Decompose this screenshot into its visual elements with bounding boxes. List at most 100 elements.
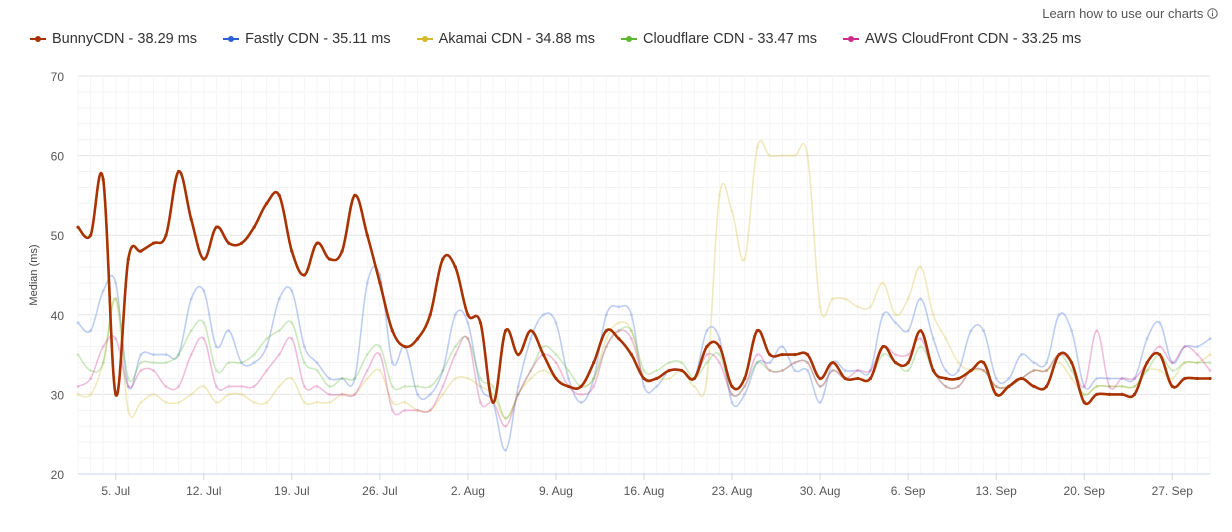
data-point bbox=[466, 337, 470, 341]
data-point bbox=[780, 353, 785, 357]
data-point bbox=[378, 281, 382, 285]
data-point bbox=[1183, 345, 1187, 348]
data-point bbox=[579, 393, 583, 396]
data-point bbox=[1133, 385, 1136, 388]
data-point bbox=[315, 361, 319, 364]
data-point bbox=[328, 401, 331, 404]
data-point bbox=[667, 368, 671, 373]
data-point bbox=[894, 321, 897, 325]
data-point bbox=[76, 321, 80, 325]
data-point bbox=[1183, 361, 1187, 364]
series-line[interactable] bbox=[77, 265, 1211, 451]
data-point bbox=[1208, 361, 1212, 364]
data-point bbox=[340, 393, 344, 396]
data-point bbox=[365, 281, 369, 285]
data-point bbox=[139, 401, 143, 404]
y-tick-label: 60 bbox=[51, 150, 65, 164]
data-point bbox=[755, 361, 759, 364]
legend-item-4[interactable]: AWS CloudFront CDN - 33.25 ms bbox=[843, 31, 1081, 47]
data-point bbox=[504, 416, 507, 420]
learn-charts-link[interactable]: Learn how to use our charts bbox=[1042, 6, 1218, 22]
data-point bbox=[353, 377, 357, 380]
data-point bbox=[114, 337, 118, 341]
data-point bbox=[604, 345, 608, 348]
data-point bbox=[139, 361, 143, 364]
data-point bbox=[1095, 329, 1099, 333]
data-point bbox=[416, 337, 420, 341]
data-point bbox=[353, 377, 357, 380]
data-point bbox=[177, 353, 181, 356]
data-point bbox=[340, 393, 344, 396]
legend-item-1[interactable]: Fastly CDN - 35.11 ms bbox=[223, 31, 391, 47]
data-point bbox=[982, 369, 985, 372]
data-point bbox=[743, 376, 747, 381]
data-point bbox=[931, 337, 935, 341]
data-point bbox=[365, 353, 369, 356]
data-point bbox=[843, 369, 847, 372]
data-point bbox=[239, 241, 244, 245]
data-point bbox=[189, 353, 193, 356]
data-point bbox=[617, 329, 621, 333]
data-point bbox=[617, 305, 621, 309]
data-point bbox=[1196, 361, 1199, 364]
data-point bbox=[806, 154, 809, 158]
data-point bbox=[793, 154, 797, 158]
data-point bbox=[642, 376, 646, 381]
data-point bbox=[818, 401, 822, 404]
legend-item-3[interactable]: Cloudflare CDN - 33.47 ms bbox=[620, 31, 817, 47]
data-point bbox=[189, 217, 193, 221]
legend-item-2[interactable]: Akamai CDN - 34.88 ms bbox=[416, 31, 595, 47]
data-point bbox=[818, 385, 822, 388]
data-point bbox=[579, 384, 583, 388]
data-point bbox=[617, 337, 621, 341]
data-point bbox=[126, 385, 130, 388]
data-point bbox=[529, 337, 533, 341]
data-point bbox=[1183, 376, 1187, 381]
data-point bbox=[164, 233, 168, 237]
data-point bbox=[730, 401, 734, 404]
data-point bbox=[428, 385, 432, 388]
data-point bbox=[227, 393, 231, 396]
data-point bbox=[1145, 369, 1149, 372]
data-point bbox=[1082, 385, 1086, 388]
data-point bbox=[768, 353, 772, 357]
data-point bbox=[114, 297, 118, 301]
data-point bbox=[730, 393, 734, 396]
x-tick-label: 20. Sep bbox=[1064, 484, 1106, 498]
data-point bbox=[730, 209, 734, 213]
data-point bbox=[277, 353, 281, 356]
data-point bbox=[227, 241, 231, 245]
data-point bbox=[755, 353, 759, 356]
data-point bbox=[957, 361, 960, 364]
x-tick-label: 26. Jul bbox=[362, 484, 397, 498]
data-point bbox=[592, 361, 596, 365]
data-point bbox=[277, 193, 281, 197]
data-point bbox=[994, 385, 998, 388]
data-point bbox=[466, 321, 470, 325]
legend-item-0[interactable]: BunnyCDN - 38.29 ms bbox=[30, 31, 197, 47]
data-point bbox=[906, 369, 910, 372]
data-point bbox=[630, 313, 633, 317]
data-point bbox=[365, 377, 369, 380]
series-group bbox=[76, 140, 1212, 452]
data-point bbox=[101, 361, 105, 364]
data-point bbox=[101, 289, 105, 293]
data-point bbox=[491, 393, 495, 396]
data-point bbox=[604, 329, 608, 333]
data-point bbox=[1133, 377, 1136, 380]
data-point bbox=[1044, 384, 1049, 388]
data-point bbox=[391, 385, 394, 388]
data-point bbox=[428, 408, 432, 412]
data-point bbox=[177, 169, 181, 174]
data-point bbox=[516, 393, 520, 396]
data-point bbox=[617, 329, 621, 333]
data-point bbox=[265, 345, 269, 348]
data-point bbox=[1120, 377, 1124, 380]
x-tick-label: 5. Jul bbox=[101, 484, 130, 498]
data-point bbox=[592, 377, 596, 380]
data-point bbox=[881, 353, 885, 356]
data-point bbox=[1095, 392, 1099, 396]
y-tick-label: 40 bbox=[51, 309, 65, 323]
data-point bbox=[805, 353, 810, 357]
data-point bbox=[1057, 353, 1061, 357]
